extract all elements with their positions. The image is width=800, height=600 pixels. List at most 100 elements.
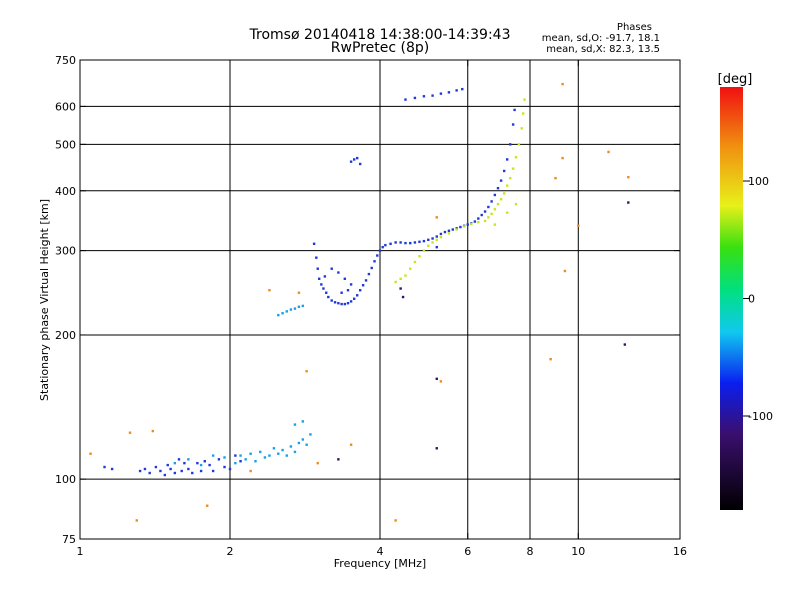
data-point — [333, 301, 337, 304]
data-point — [173, 471, 177, 475]
data-point — [447, 91, 451, 94]
data-point — [211, 454, 215, 457]
data-point — [439, 235, 443, 239]
data-point — [281, 448, 284, 452]
data-point — [163, 473, 167, 477]
data-point — [493, 208, 497, 211]
data-point — [187, 458, 190, 461]
data-point — [384, 243, 387, 247]
data-point — [259, 450, 262, 454]
data-point — [439, 232, 443, 236]
data-point — [418, 255, 421, 258]
data-point — [413, 96, 417, 100]
data-point — [268, 454, 271, 457]
data-point — [234, 454, 237, 457]
data-point — [549, 358, 552, 361]
data-point — [330, 299, 333, 302]
data-point — [376, 254, 379, 257]
data-point — [461, 87, 464, 91]
phase-stats-o-mode: mean, sd,O: -91.7, 18.1 — [541, 33, 660, 44]
data-point — [477, 220, 480, 224]
data-point — [477, 217, 480, 220]
data-point — [431, 237, 434, 240]
data-point — [305, 443, 308, 446]
data-point — [281, 312, 284, 315]
data-point — [378, 249, 382, 252]
y-tick-label: 400 — [55, 185, 76, 198]
data-point — [364, 279, 368, 282]
data-point — [166, 463, 169, 467]
data-point — [297, 441, 301, 445]
data-point — [508, 176, 512, 180]
data-point — [399, 287, 402, 290]
data-point — [389, 242, 392, 245]
data-point — [211, 469, 215, 473]
data-point — [289, 308, 293, 311]
data-point — [177, 458, 181, 461]
data-point — [520, 127, 523, 130]
data-point — [487, 205, 490, 209]
data-point — [327, 295, 330, 299]
y-tick-label: 300 — [55, 245, 76, 258]
data-point — [511, 123, 515, 126]
data-point — [358, 162, 362, 166]
data-point — [325, 291, 328, 294]
data-point — [435, 245, 438, 249]
data-point — [352, 158, 356, 161]
data-point — [505, 184, 509, 187]
data-point — [418, 240, 421, 243]
data-point — [316, 461, 319, 465]
data-point — [561, 82, 564, 86]
data-point — [577, 224, 580, 228]
data-point — [355, 294, 359, 297]
colorbar-ticks: -100 0 100 — [743, 175, 773, 423]
data-point — [322, 287, 325, 290]
data-point — [346, 289, 350, 292]
data-point — [521, 112, 525, 115]
data-point — [413, 241, 417, 244]
data-point — [627, 201, 630, 204]
data-point — [607, 150, 610, 154]
data-point — [128, 431, 132, 434]
x-tick-label: 6 — [464, 545, 471, 558]
data-point — [508, 143, 512, 146]
data-point — [399, 241, 402, 244]
data-point — [315, 256, 318, 259]
data-point — [301, 420, 305, 423]
data-point — [352, 297, 356, 300]
data-point — [447, 229, 451, 232]
data-points — [89, 82, 630, 522]
colorbar — [720, 87, 743, 510]
data-point — [473, 220, 477, 223]
data-point — [455, 89, 458, 92]
data-point — [268, 289, 271, 292]
data-point — [554, 176, 557, 180]
data-point — [462, 225, 466, 228]
data-point — [316, 267, 319, 270]
data-point — [337, 458, 340, 461]
data-point — [511, 167, 515, 170]
data-point — [343, 302, 347, 306]
data-point — [561, 156, 564, 160]
data-point — [343, 277, 347, 280]
data-point — [263, 456, 267, 459]
data-point — [435, 238, 438, 242]
data-point — [517, 143, 521, 146]
data-point — [409, 241, 412, 245]
data-point — [514, 156, 518, 159]
data-point — [358, 289, 362, 292]
data-point — [394, 241, 397, 244]
data-point — [320, 283, 323, 286]
data-point — [180, 469, 183, 473]
data-point — [159, 469, 162, 473]
data-point — [301, 438, 305, 441]
data-point — [502, 169, 506, 173]
data-point — [483, 219, 487, 223]
data-point — [627, 175, 630, 179]
data-point — [409, 267, 412, 270]
data-point — [404, 98, 407, 101]
data-point — [203, 460, 206, 463]
data-point — [323, 275, 327, 278]
axes: 1 2 4 6 8 10 16 75 100 200 300 400 500 600 750 — [55, 54, 687, 558]
